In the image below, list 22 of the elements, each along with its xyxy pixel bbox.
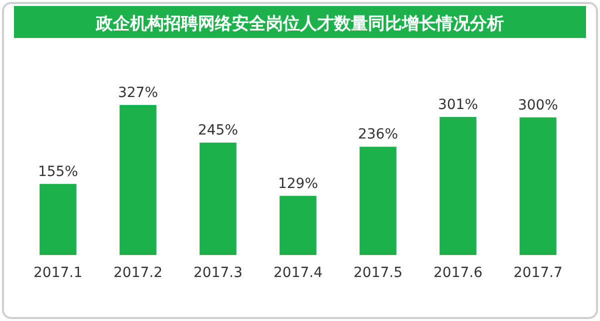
x-tick-label: 2017.4 (274, 265, 323, 281)
x-tick-label: 2017.1 (34, 265, 82, 281)
bar (40, 184, 76, 255)
chart-title: 政企机构招聘网络安全岗位人才数量同比增长情况分析 (95, 14, 504, 34)
bar (520, 117, 556, 255)
x-tick-label: 2017.7 (514, 265, 562, 281)
bar (360, 146, 396, 255)
data-label: 327% (118, 85, 158, 101)
data-label: 300% (518, 97, 558, 114)
bar (120, 105, 156, 255)
bar (200, 142, 236, 255)
data-label: 301% (438, 96, 478, 113)
data-label: 236% (358, 126, 398, 143)
data-label: 155% (38, 164, 78, 180)
data-label: 245% (198, 122, 238, 139)
bar (440, 116, 476, 255)
x-tick-label: 2017.5 (354, 265, 402, 281)
bar (280, 196, 316, 255)
x-tick-label: 2017.3 (194, 265, 242, 281)
data-label: 129% (278, 176, 318, 192)
x-tick-label: 2017.6 (434, 265, 483, 281)
x-tick-label: 2017.2 (114, 265, 162, 281)
